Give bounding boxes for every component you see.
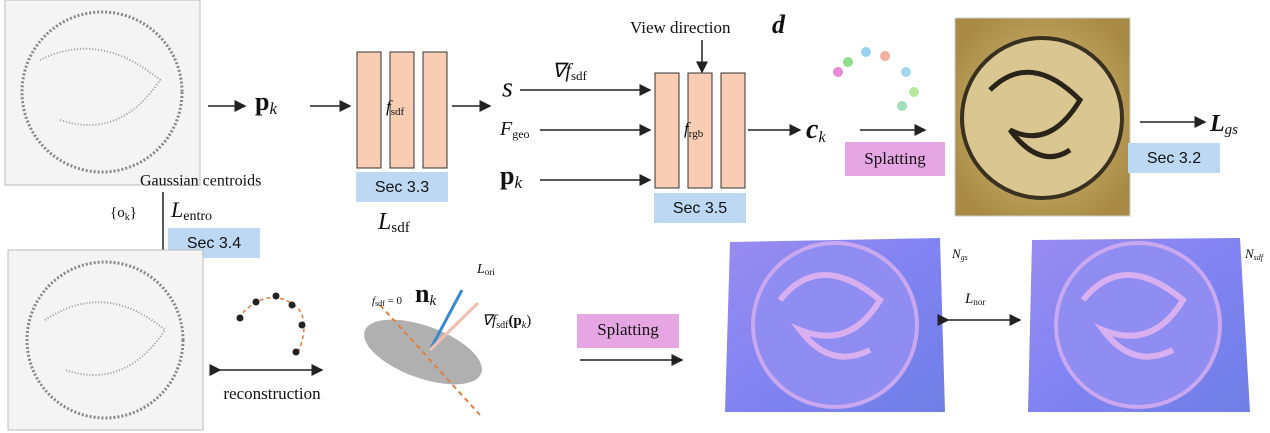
section-badge [654, 193, 746, 223]
gaussian-dots [833, 47, 919, 111]
point-input-rgb: pk [500, 161, 522, 192]
point-cloud-image [4, 0, 201, 186]
normal-loss: Lnor [964, 291, 985, 307]
mlp-layer [356, 51, 382, 169]
color-output: ck [806, 114, 826, 145]
text-part: ∇f [552, 60, 573, 82]
text-part: gs [1225, 122, 1239, 138]
text-part: L [476, 262, 485, 277]
normal: nk [415, 279, 436, 309]
filtered-point-cloud-image [7, 249, 204, 431]
mlp-layer [422, 51, 448, 169]
text-part: n [415, 279, 430, 308]
sdf-gradient-at-point: ∇fsdf(pk) [482, 313, 531, 331]
section-badge [1128, 143, 1220, 173]
splatting-badge [845, 142, 945, 176]
splatting-label: Splatting [597, 320, 659, 339]
view-direction: View direction [630, 18, 731, 37]
section-label: Sec 3.3 [375, 179, 429, 196]
text-part: p [500, 161, 514, 190]
text-part: } [130, 205, 137, 221]
text-part: sdf [571, 68, 588, 83]
mlp-layer [389, 51, 415, 169]
text-part: L [170, 197, 183, 222]
text-part: L [377, 209, 391, 235]
section-badge [356, 172, 448, 202]
text-part: c [806, 114, 819, 145]
text-part: k [269, 99, 277, 118]
geo-feature: Fgeo [499, 118, 530, 141]
text-part: F [499, 118, 513, 140]
text-part: ori [485, 267, 495, 277]
text-part: N [1244, 246, 1255, 261]
normal-map-gs [725, 238, 945, 412]
text-part: gs [961, 253, 968, 262]
sdf-loss: Lsdf [377, 209, 410, 237]
entropy-loss: Lentro [170, 197, 212, 224]
centroids-label: Gaussian centroids [140, 173, 261, 190]
sdf-gradient: ∇fsdf [552, 60, 587, 83]
text-part: rgb [689, 128, 704, 140]
text-part: {o [110, 205, 125, 221]
text-part: k [522, 320, 527, 331]
text-part: ∇f [482, 313, 498, 329]
centroid-set: {ok} [110, 205, 137, 223]
gs-loss: Lgs [1209, 111, 1238, 139]
section-label: Sec 3.4 [187, 235, 241, 252]
text-part: sdf [496, 320, 509, 331]
section-label: Sec 3.5 [673, 200, 727, 217]
reconstruction-sketch [209, 292, 324, 376]
rgb-net-label: frgb [684, 119, 704, 140]
text-part: entro [183, 209, 212, 224]
text-part: f [684, 119, 691, 138]
splatting-label: Splatting [864, 149, 926, 168]
text-part: nor [973, 297, 985, 307]
rendered-image [954, 17, 1131, 217]
text-part: sdf [375, 299, 385, 308]
text-part: k [125, 212, 130, 223]
text-part: = 0 [385, 295, 403, 307]
text-part: geo [512, 127, 529, 141]
mlp-layer [687, 72, 713, 189]
mlp-layer [654, 72, 680, 189]
text-part: k [429, 293, 436, 309]
text-part: f [386, 97, 393, 116]
orientation-loss: Lori [476, 262, 495, 277]
sdf-net-label: fsdf [386, 97, 405, 118]
normal-map-sdf [1028, 238, 1250, 412]
normal-sketch [364, 289, 482, 416]
text-part: sdf [391, 220, 409, 236]
text-part: (p [508, 313, 521, 329]
point-input: pk [255, 87, 277, 118]
text-part: L [964, 291, 973, 307]
view-symbol: d [772, 10, 786, 39]
text-part: sdf [1254, 253, 1265, 262]
text-part: sdf [391, 106, 405, 118]
text-part: N [951, 246, 962, 261]
zero-level: fsdf = 0 [372, 295, 403, 308]
text-part: ) [526, 313, 531, 329]
text-part: k [818, 129, 826, 146]
text-part: k [514, 173, 522, 192]
reconstruction-label: reconstruction [223, 384, 321, 403]
normal-gs-label: Ngs [951, 246, 968, 262]
sdf-value: s [502, 72, 513, 103]
splatting-badge [577, 314, 679, 348]
text-part: p [255, 87, 269, 116]
mlp-layer [720, 72, 746, 189]
text-part: L [1209, 111, 1225, 137]
text-part: f [372, 295, 377, 307]
normal-sdf-label: Nsdf [1244, 246, 1265, 262]
section-label: Sec 3.2 [1147, 150, 1201, 167]
